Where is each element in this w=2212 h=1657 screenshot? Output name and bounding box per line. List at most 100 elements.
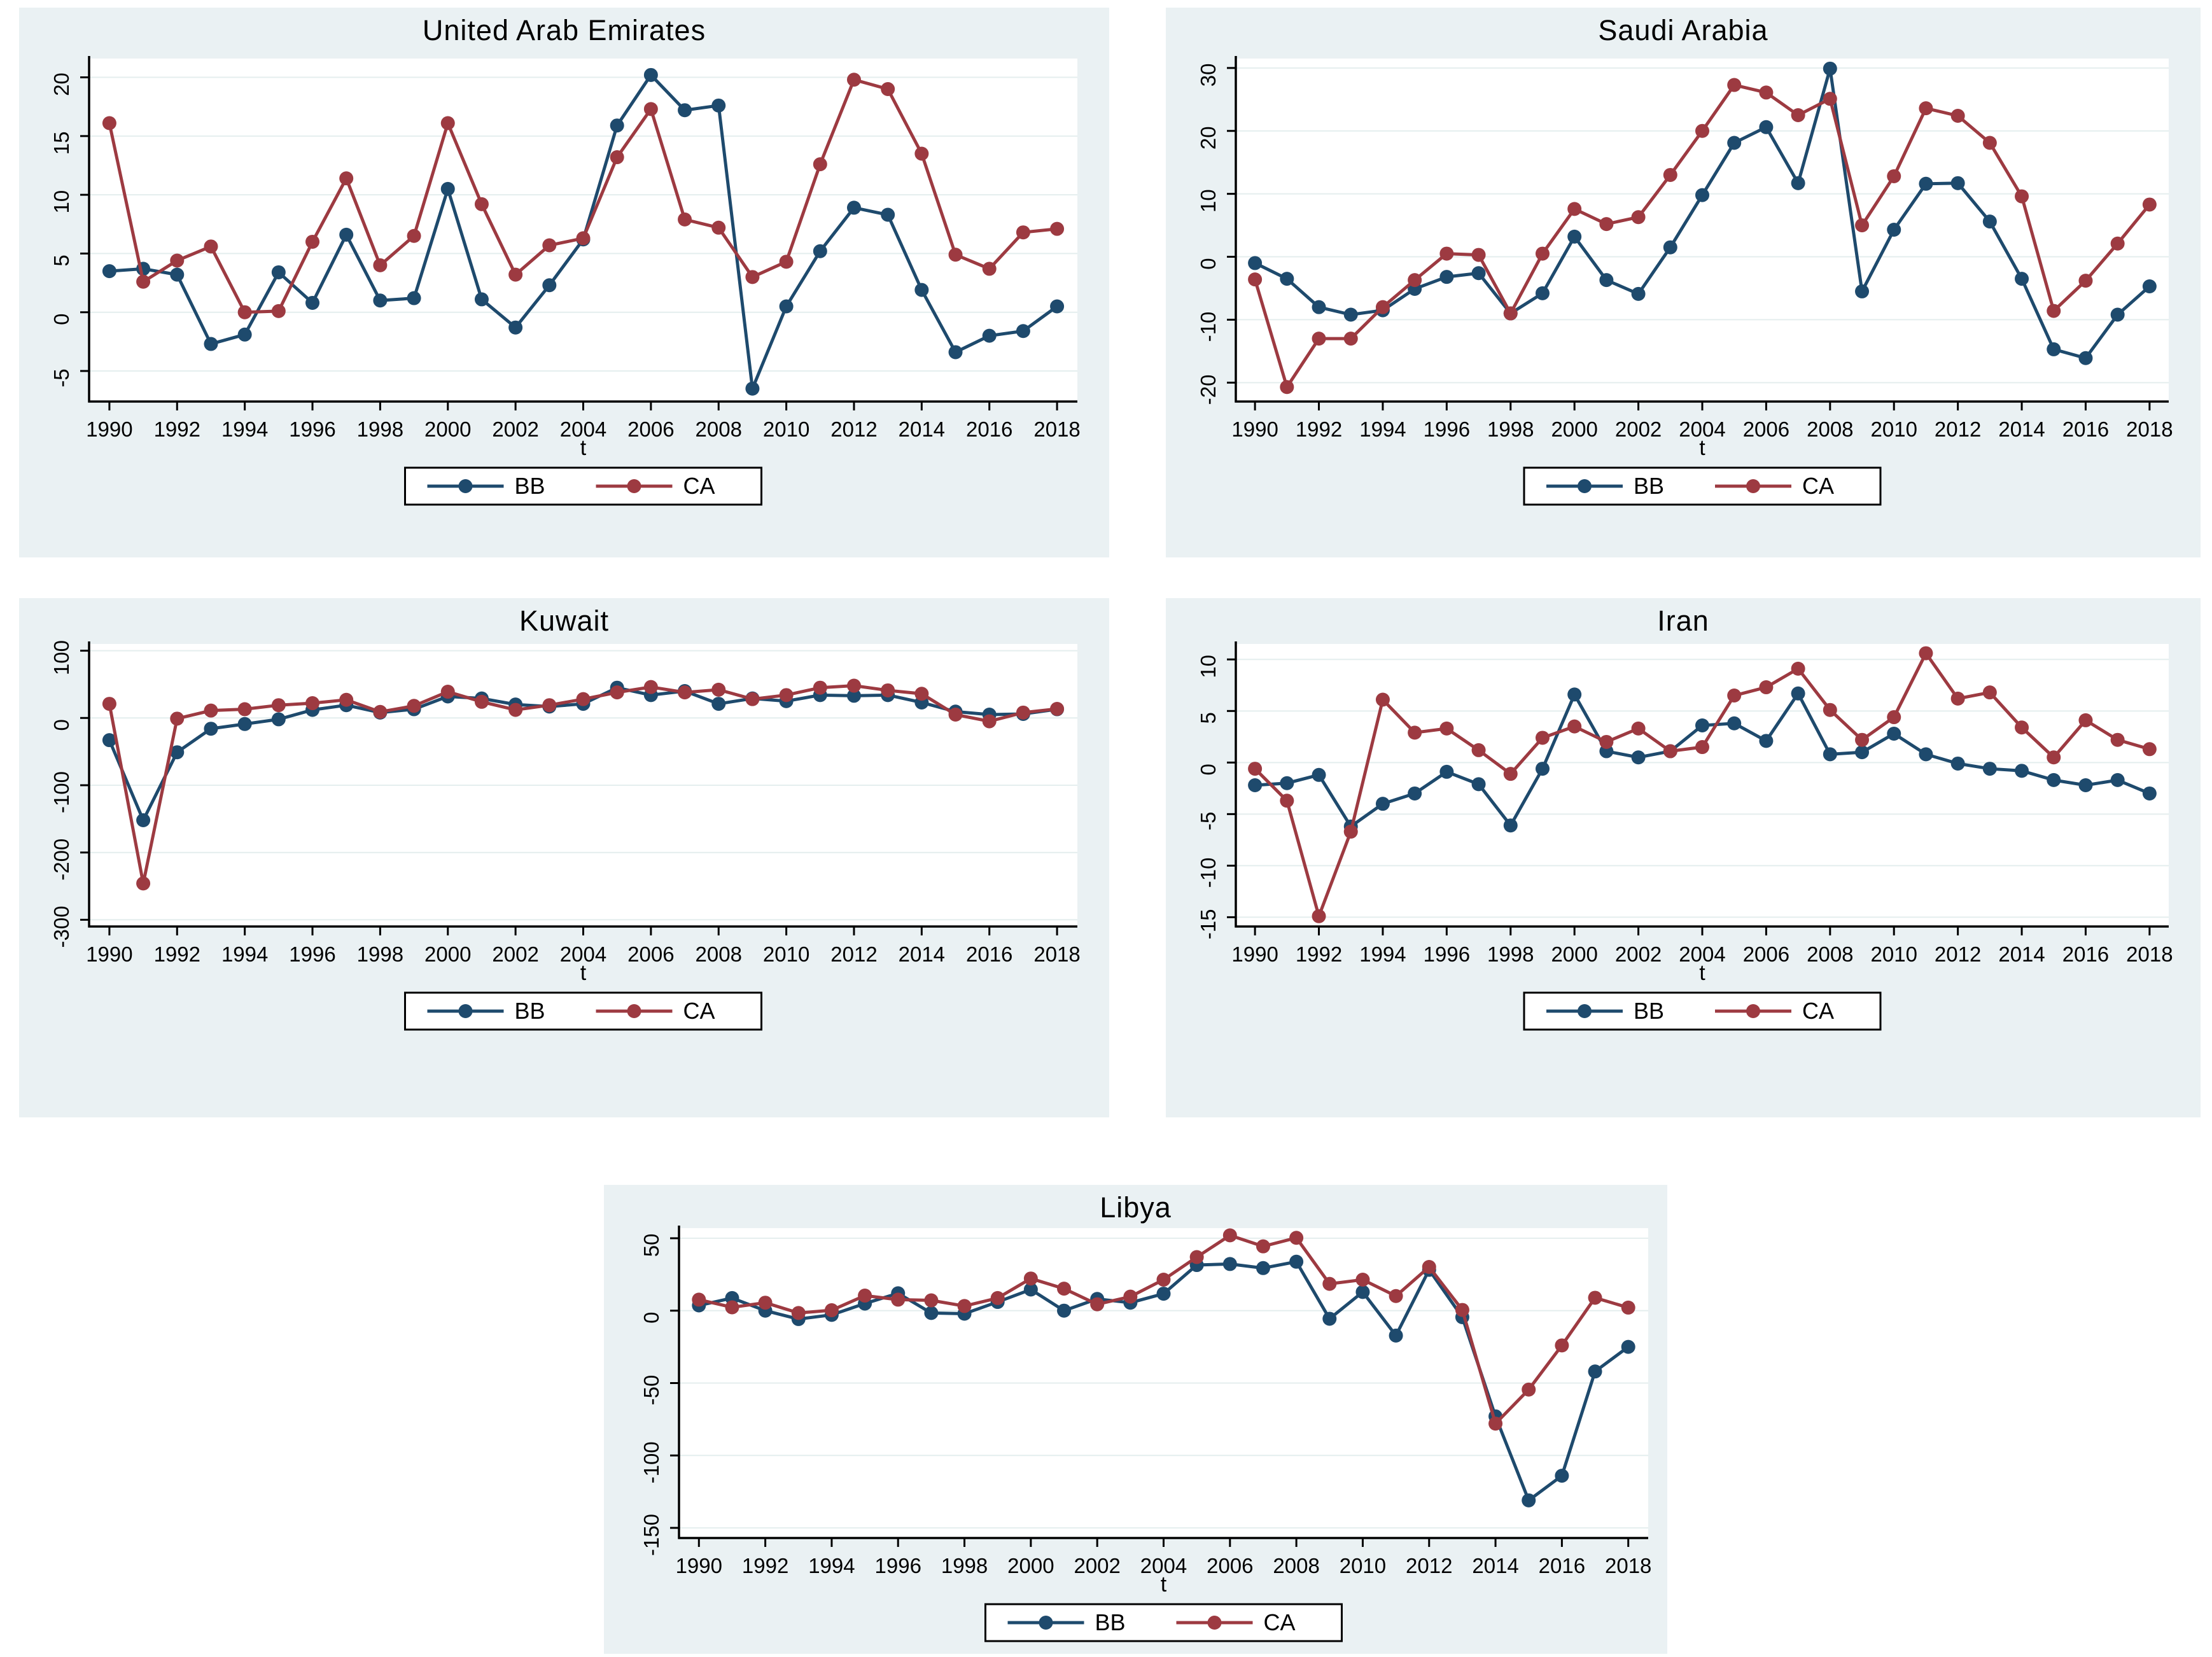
svg-text:-100: -100 [50,771,73,813]
svg-text:-10: -10 [1196,312,1220,342]
svg-text:1994: 1994 [808,1554,855,1577]
svg-text:2002: 2002 [492,942,538,966]
svg-text:2010: 2010 [1871,942,1917,966]
svg-text:1990: 1990 [86,417,132,441]
svg-text:t: t [1161,1572,1167,1597]
svg-text:1990: 1990 [86,942,132,966]
svg-text:2014: 2014 [899,417,945,441]
svg-text:1998: 1998 [1487,417,1534,441]
svg-text:2012: 2012 [830,417,877,441]
chart-united-arab-emirates: -5 0 5 10 15 20 1990 1992 1994 1996 1998 2000 2002 20… [50,56,1081,506]
svg-text:1998: 1998 [1487,942,1534,966]
svg-text:2006: 2006 [1743,417,1789,441]
svg-text:2018: 2018 [1033,942,1080,966]
svg-text:BB: BB [515,998,545,1024]
chart-panel-kuwait: Kuwait -300 -200 -100 0 100 1990 1992 1994 1996 1… [19,598,1109,1117]
svg-text:t: t [580,961,587,985]
svg-text:2006: 2006 [627,417,674,441]
svg-text:1998: 1998 [941,1554,988,1577]
svg-text:2000: 2000 [1551,417,1597,441]
svg-text:1992: 1992 [154,942,200,966]
chart-panel-united-arab-emirates: United Arab Emirates -5 0 5 10 15 20 1990 1992 1… [19,8,1109,557]
svg-text:1998: 1998 [357,942,403,966]
svg-text:-5: -5 [50,368,73,387]
chart-saudi-arabia: -20 -10 0 10 20 30 1990 1992 1994 1996 1998 2000 200… [1196,56,2173,506]
svg-text:CA: CA [683,998,715,1024]
svg-text:t: t [1699,436,1705,460]
svg-text:2014: 2014 [1998,942,2045,966]
svg-text:1994: 1994 [1359,942,1406,966]
svg-text:2004: 2004 [1140,1554,1187,1577]
svg-text:-10: -10 [1196,858,1220,888]
svg-text:0: 0 [640,1312,663,1324]
svg-text:1992: 1992 [1296,417,1342,441]
svg-text:2002: 2002 [1074,1554,1120,1577]
svg-text:10: 10 [50,190,73,214]
svg-text:-20: -20 [1196,374,1220,405]
svg-text:1996: 1996 [1424,942,1470,966]
svg-text:2014: 2014 [899,942,945,966]
svg-text:2004: 2004 [1679,417,1725,441]
svg-text:CA: CA [1264,1609,1296,1635]
svg-text:1990: 1990 [1231,942,1278,966]
svg-text:1996: 1996 [875,1554,921,1577]
chart-libya: -150 -100 -50 0 50 1990 1992 1994 1996 1998 2000 20… [640,1226,1651,1642]
svg-text:2004: 2004 [1679,942,1725,966]
svg-text:2002: 2002 [1615,942,1662,966]
chart-title-united-arab-emirates: United Arab Emirates [422,14,706,46]
svg-text:100: 100 [50,640,73,675]
svg-text:1992: 1992 [742,1554,788,1577]
svg-text:5: 5 [1196,712,1220,724]
svg-text:2008: 2008 [696,942,742,966]
svg-text:2016: 2016 [2062,417,2109,441]
svg-text:1990: 1990 [1231,417,1278,441]
svg-text:2004: 2004 [560,417,606,441]
svg-text:BB: BB [1634,998,1664,1024]
svg-text:2006: 2006 [1207,1554,1253,1577]
chart-title-kuwait: Kuwait [519,605,610,637]
svg-text:2004: 2004 [560,942,606,966]
svg-text:CA: CA [683,473,715,499]
chart-iran: -15 -10 -5 0 5 10 1990 1992 1994 1996 1998 2000 2002… [1196,641,2173,1031]
svg-text:2008: 2008 [1807,417,1853,441]
svg-text:CA: CA [1802,473,1834,499]
chart-kuwait: -300 -200 -100 0 100 1990 1992 1994 1996 1998 2000… [50,640,1081,1031]
svg-text:BB: BB [1095,1609,1126,1635]
svg-text:5: 5 [50,255,73,266]
svg-text:20: 20 [50,73,73,96]
chart-title-iran: Iran [1657,605,1709,637]
svg-text:1994: 1994 [221,417,268,441]
svg-text:2012: 2012 [1406,1554,1452,1577]
svg-text:2018: 2018 [1033,417,1080,441]
svg-text:2010: 2010 [1340,1554,1386,1577]
svg-text:1996: 1996 [289,417,335,441]
svg-text:1990: 1990 [676,1554,722,1577]
svg-text:1994: 1994 [1359,417,1406,441]
svg-text:50: 50 [640,1234,663,1257]
svg-text:-15: -15 [1196,909,1220,940]
svg-text:1994: 1994 [221,942,268,966]
svg-text:1998: 1998 [357,417,403,441]
svg-text:-300: -300 [50,905,73,947]
svg-text:15: 15 [50,131,73,155]
svg-text:0: 0 [1196,258,1220,269]
svg-text:2014: 2014 [1472,1554,1518,1577]
svg-text:2010: 2010 [763,942,809,966]
svg-text:t: t [1699,961,1705,985]
svg-text:BB: BB [515,473,545,499]
svg-text:1996: 1996 [1424,417,1470,441]
svg-text:0: 0 [1196,764,1220,775]
chart-title-libya: Libya [1100,1191,1172,1224]
chart-panel-iran: Iran -15 -10 -5 0 5 10 1990 1992 1994 1996 1998 200… [1166,598,2201,1117]
svg-text:2002: 2002 [492,417,538,441]
svg-text:2016: 2016 [1539,1554,1585,1577]
svg-text:2000: 2000 [424,942,471,966]
chart-panel-saudi-arabia: Saudi Arabia -20 -10 0 10 20 30 1990 1992 1994 19… [1166,8,2201,557]
svg-text:2006: 2006 [627,942,674,966]
svg-text:2018: 2018 [2126,942,2173,966]
svg-text:30: 30 [1196,63,1220,87]
svg-text:1992: 1992 [154,417,200,441]
svg-text:1992: 1992 [1296,942,1342,966]
svg-text:2006: 2006 [1743,942,1789,966]
